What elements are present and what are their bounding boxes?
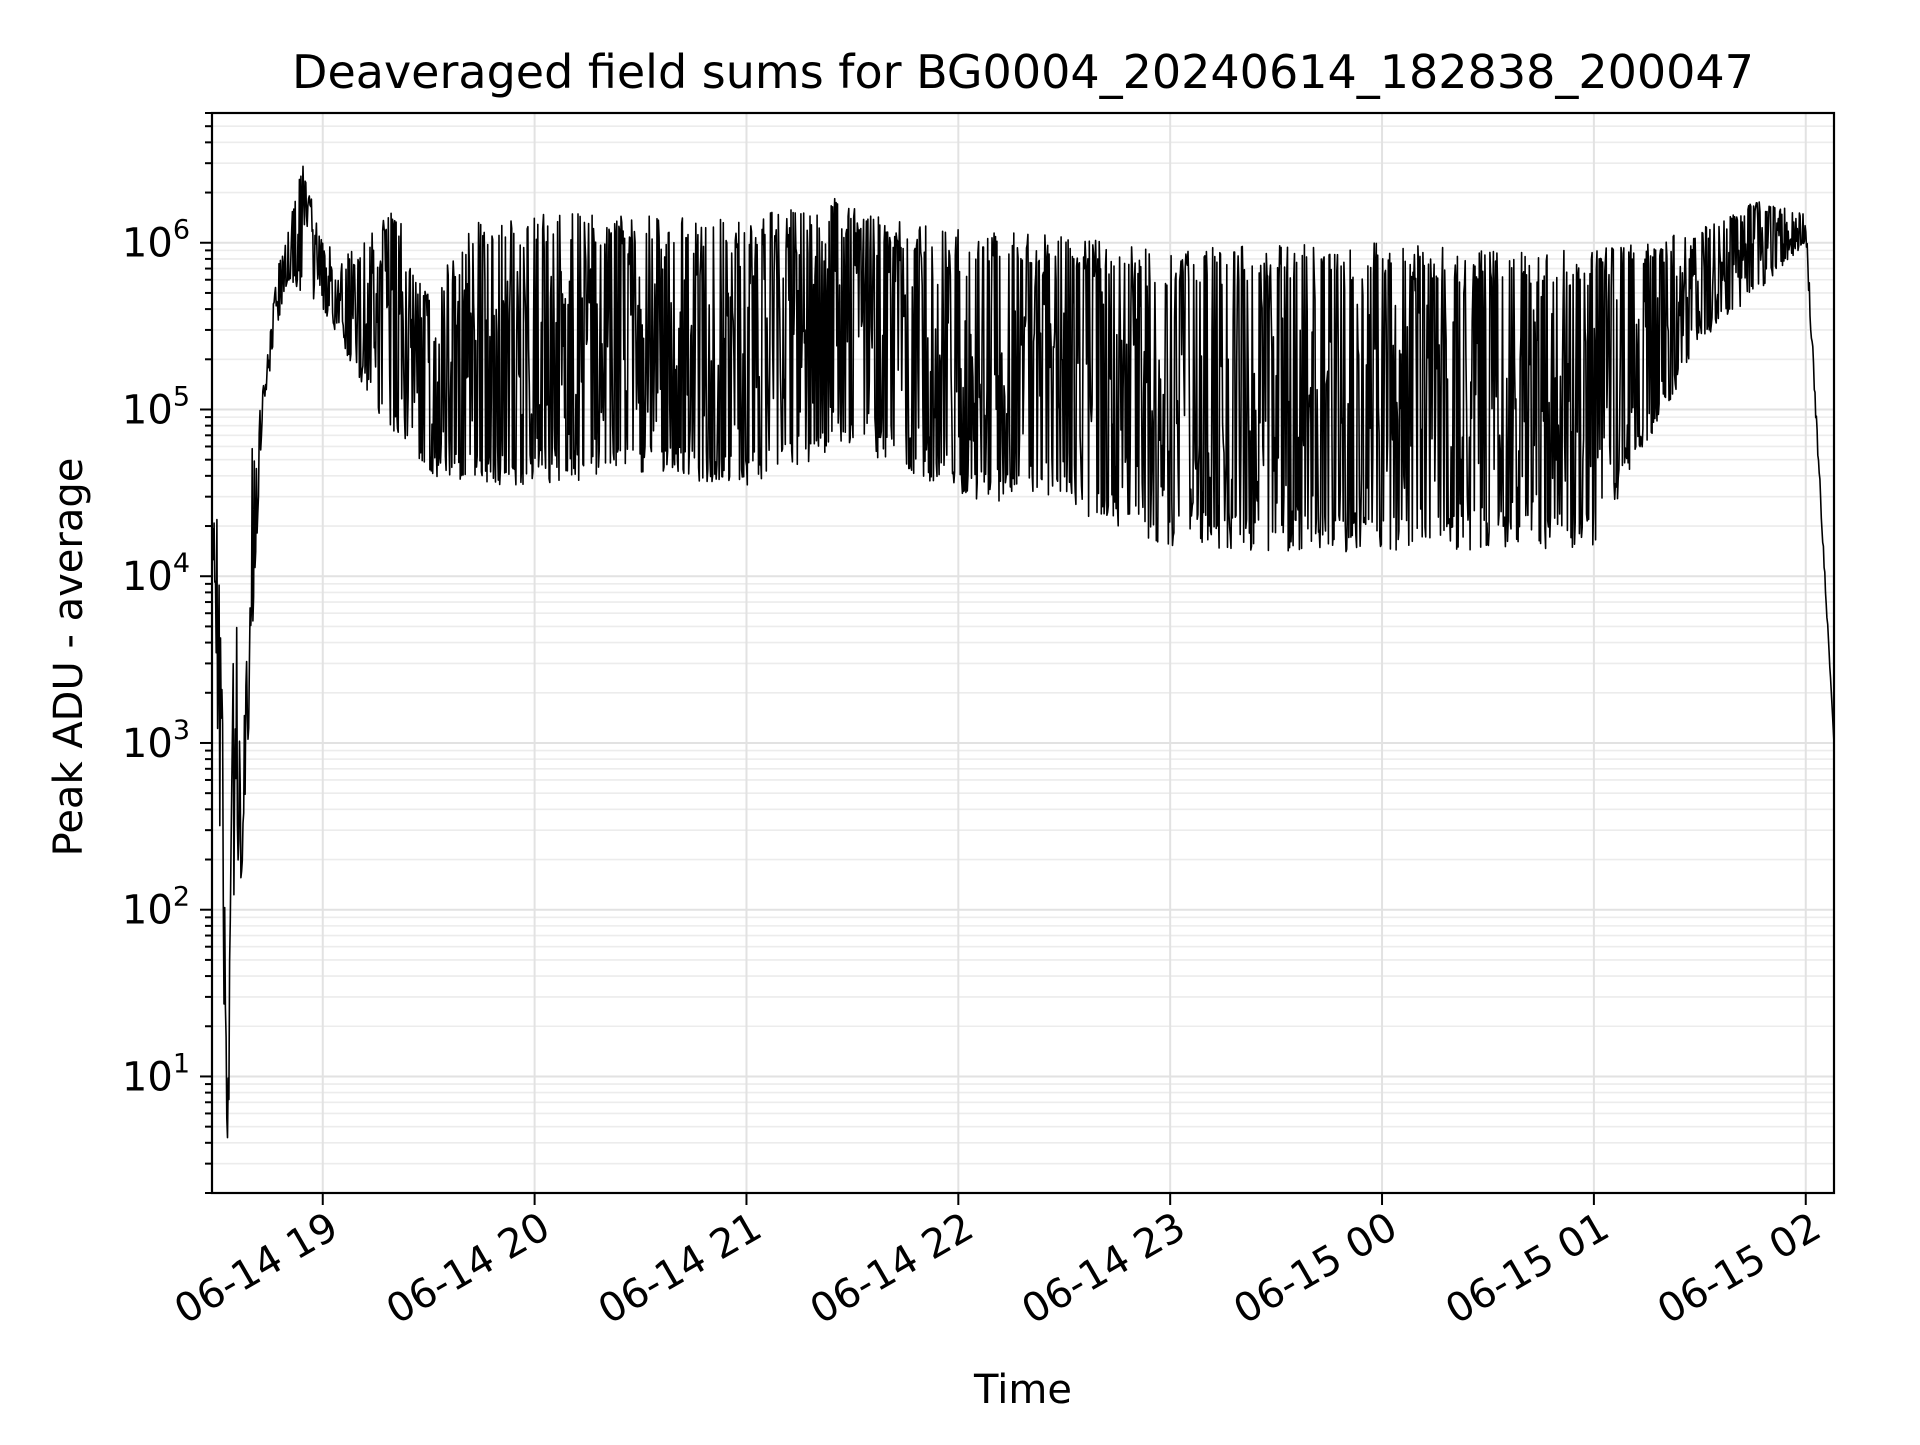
y-tick-label: 105 [122, 381, 190, 433]
series-line [211, 165, 1835, 1139]
x-tick-label: 06-14 19 [167, 1204, 346, 1334]
x-tick-label: 06-14 22 [803, 1204, 982, 1334]
y-tick-label: 103 [122, 715, 190, 767]
y-tick-label: 106 [122, 215, 190, 267]
y-tick-label: 104 [122, 548, 190, 600]
y-tick-label: 101 [122, 1048, 190, 1100]
y-axis-label: Peak ADU - average [46, 458, 92, 857]
x-axis-label: Time [973, 1367, 1072, 1413]
x-tick-label: 06-14 21 [591, 1204, 770, 1334]
series-layer [211, 165, 1835, 1139]
chart-title: Deaveraged field sums for BG0004_2024061… [292, 45, 1754, 99]
x-tick-label: 06-15 00 [1226, 1204, 1405, 1334]
x-tick-label: 06-14 23 [1014, 1204, 1193, 1334]
x-tick-label: 06-15 01 [1438, 1204, 1617, 1334]
x-tick-label: 06-15 02 [1650, 1204, 1829, 1334]
plot-frame [210, 111, 1836, 1195]
y-tick-label: 102 [122, 882, 190, 934]
x-tick-label: 06-14 20 [379, 1204, 558, 1334]
